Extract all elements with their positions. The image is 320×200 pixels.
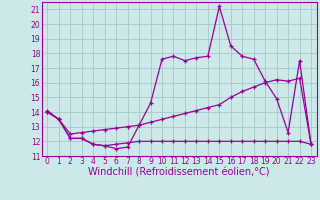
- X-axis label: Windchill (Refroidissement éolien,°C): Windchill (Refroidissement éolien,°C): [88, 168, 270, 178]
